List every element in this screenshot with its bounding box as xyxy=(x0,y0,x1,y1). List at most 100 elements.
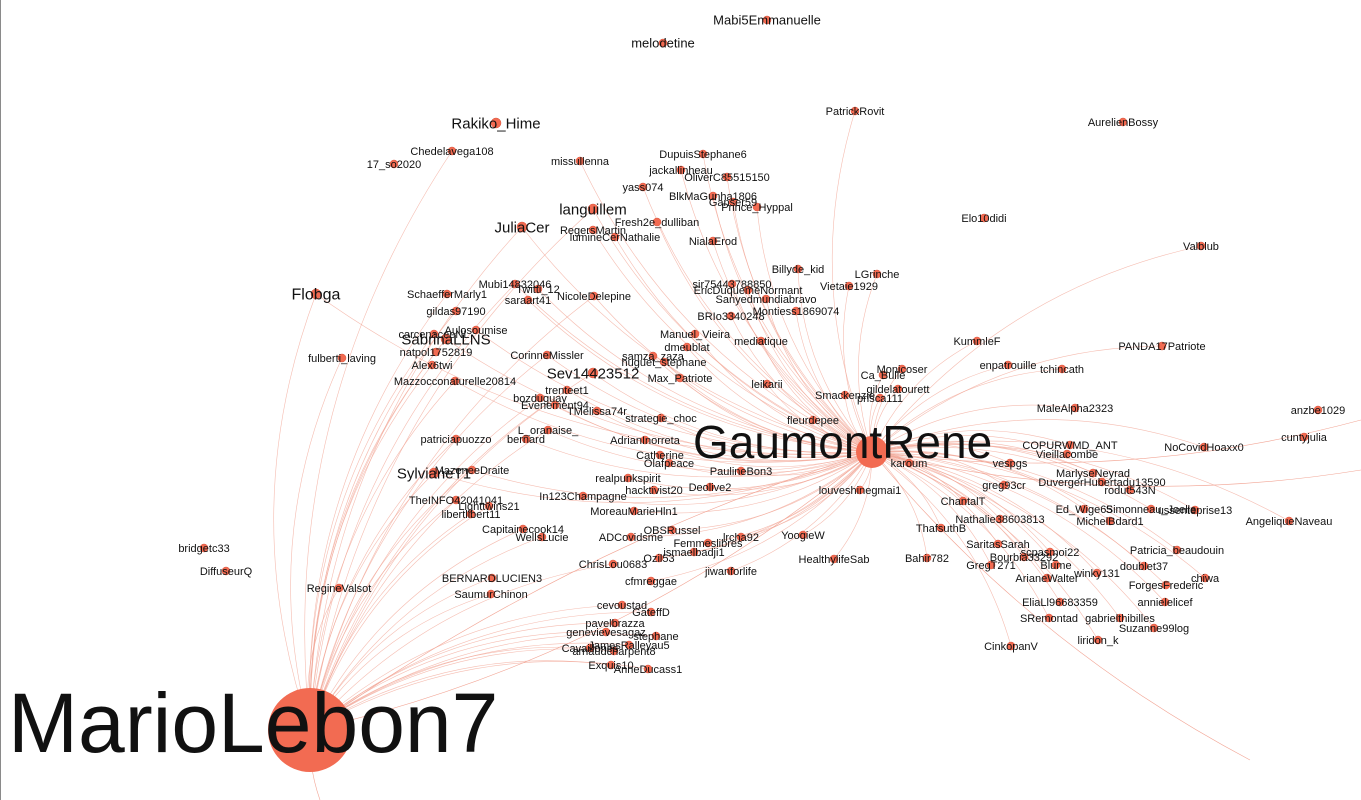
graph-node[interactable] xyxy=(640,435,650,445)
graph-node[interactable] xyxy=(610,232,620,242)
graph-node[interactable] xyxy=(516,221,528,233)
graph-node[interactable] xyxy=(995,514,1005,524)
graph-node[interactable] xyxy=(617,600,627,610)
graph-node[interactable] xyxy=(575,156,585,166)
graph-node[interactable] xyxy=(708,236,718,246)
graph-node[interactable] xyxy=(756,336,766,346)
graph-node[interactable] xyxy=(1160,597,1170,607)
graph-node[interactable] xyxy=(705,482,715,492)
graph-node[interactable] xyxy=(1118,117,1128,127)
graph-node[interactable] xyxy=(389,159,399,169)
graph-node[interactable] xyxy=(936,523,946,533)
graph-node[interactable] xyxy=(486,589,496,599)
graph-node[interactable] xyxy=(550,400,560,410)
graph-node[interactable] xyxy=(829,554,839,564)
graph-node[interactable] xyxy=(1044,613,1054,623)
graph-node[interactable] xyxy=(1079,504,1089,514)
graph-node[interactable] xyxy=(440,333,452,345)
graph-node[interactable] xyxy=(762,15,772,25)
graph-node[interactable] xyxy=(743,285,753,295)
graph-node[interactable] xyxy=(652,217,662,227)
graph-node[interactable] xyxy=(1097,477,1107,487)
graph-node[interactable] xyxy=(979,213,989,223)
graph-node[interactable] xyxy=(649,485,659,495)
graph-node[interactable] xyxy=(676,165,686,175)
graph-node[interactable] xyxy=(334,583,344,593)
graph-node[interactable] xyxy=(1070,403,1080,413)
graph-node[interactable] xyxy=(850,106,860,116)
graph-node[interactable] xyxy=(878,370,888,380)
graph-node[interactable] xyxy=(1045,547,1055,557)
graph-node[interactable] xyxy=(427,360,437,370)
graph-node[interactable] xyxy=(1157,341,1167,351)
graph-node[interactable] xyxy=(589,291,599,301)
graph-node[interactable] xyxy=(646,576,656,586)
graph-node[interactable] xyxy=(310,288,322,300)
graph-node[interactable] xyxy=(562,385,572,395)
graph-node[interactable] xyxy=(624,640,634,650)
graph-node[interactable] xyxy=(791,306,801,316)
graph-node[interactable] xyxy=(1065,440,1075,450)
graph-node[interactable] xyxy=(727,279,737,289)
graph-node[interactable] xyxy=(659,357,669,367)
graph-node[interactable] xyxy=(429,329,439,339)
graph-node[interactable] xyxy=(654,553,664,563)
graph-node[interactable] xyxy=(1019,552,1029,562)
graph-node[interactable] xyxy=(698,149,708,159)
graph-node[interactable] xyxy=(587,203,599,215)
graph-node[interactable] xyxy=(999,480,1009,490)
graph-node[interactable] xyxy=(626,532,636,542)
graph-node[interactable] xyxy=(958,496,968,506)
hub-node[interactable] xyxy=(268,688,352,772)
graph-node[interactable] xyxy=(703,538,713,548)
graph-node[interactable] xyxy=(664,458,674,468)
graph-node[interactable] xyxy=(798,530,808,540)
graph-node[interactable] xyxy=(428,467,440,479)
graph-node[interactable] xyxy=(736,532,746,542)
graph-node[interactable] xyxy=(689,547,699,557)
graph-node[interactable] xyxy=(875,393,885,403)
graph-node[interactable] xyxy=(609,646,619,656)
graph-node[interactable] xyxy=(629,506,639,516)
graph-node[interactable] xyxy=(655,450,665,460)
graph-node[interactable] xyxy=(592,406,602,416)
graph-node[interactable] xyxy=(608,559,618,569)
graph-node[interactable] xyxy=(1190,505,1200,515)
graph-node[interactable] xyxy=(542,350,552,360)
graph-node[interactable] xyxy=(708,191,718,201)
graph-node[interactable] xyxy=(467,465,477,475)
graph-node[interactable] xyxy=(601,627,611,637)
graph-node[interactable] xyxy=(490,117,502,129)
graph-node[interactable] xyxy=(855,485,865,495)
graph-node[interactable] xyxy=(972,336,982,346)
graph-node[interactable] xyxy=(585,643,595,653)
graph-node[interactable] xyxy=(471,325,481,335)
graph-node[interactable] xyxy=(1003,360,1013,370)
graph-node[interactable] xyxy=(658,38,668,48)
graph-node[interactable] xyxy=(442,289,452,299)
graph-node[interactable] xyxy=(606,660,616,670)
graph-node[interactable] xyxy=(808,415,818,425)
graph-node[interactable] xyxy=(728,197,738,207)
graph-node[interactable] xyxy=(466,509,476,519)
graph-node[interactable] xyxy=(986,560,996,570)
graph-node[interactable] xyxy=(587,367,599,379)
graph-node[interactable] xyxy=(588,225,598,235)
graph-node[interactable] xyxy=(726,566,736,576)
graph-node[interactable] xyxy=(722,172,732,182)
graph-node[interactable] xyxy=(1092,568,1102,578)
graph-node[interactable] xyxy=(221,566,231,576)
graph-node[interactable] xyxy=(533,284,543,294)
graph-node[interactable] xyxy=(844,281,854,291)
graph-node[interactable] xyxy=(1051,560,1061,570)
graph-node[interactable] xyxy=(535,393,545,403)
graph-node[interactable] xyxy=(1196,241,1206,251)
graph-node[interactable] xyxy=(904,458,914,468)
graph-node[interactable] xyxy=(510,279,520,289)
graph-node[interactable] xyxy=(1139,561,1149,571)
graph-node[interactable] xyxy=(682,342,692,352)
graph-node[interactable] xyxy=(1199,442,1209,452)
graph-node[interactable] xyxy=(1172,545,1182,555)
graph-node[interactable] xyxy=(521,434,531,444)
graph-node[interactable] xyxy=(793,264,803,274)
